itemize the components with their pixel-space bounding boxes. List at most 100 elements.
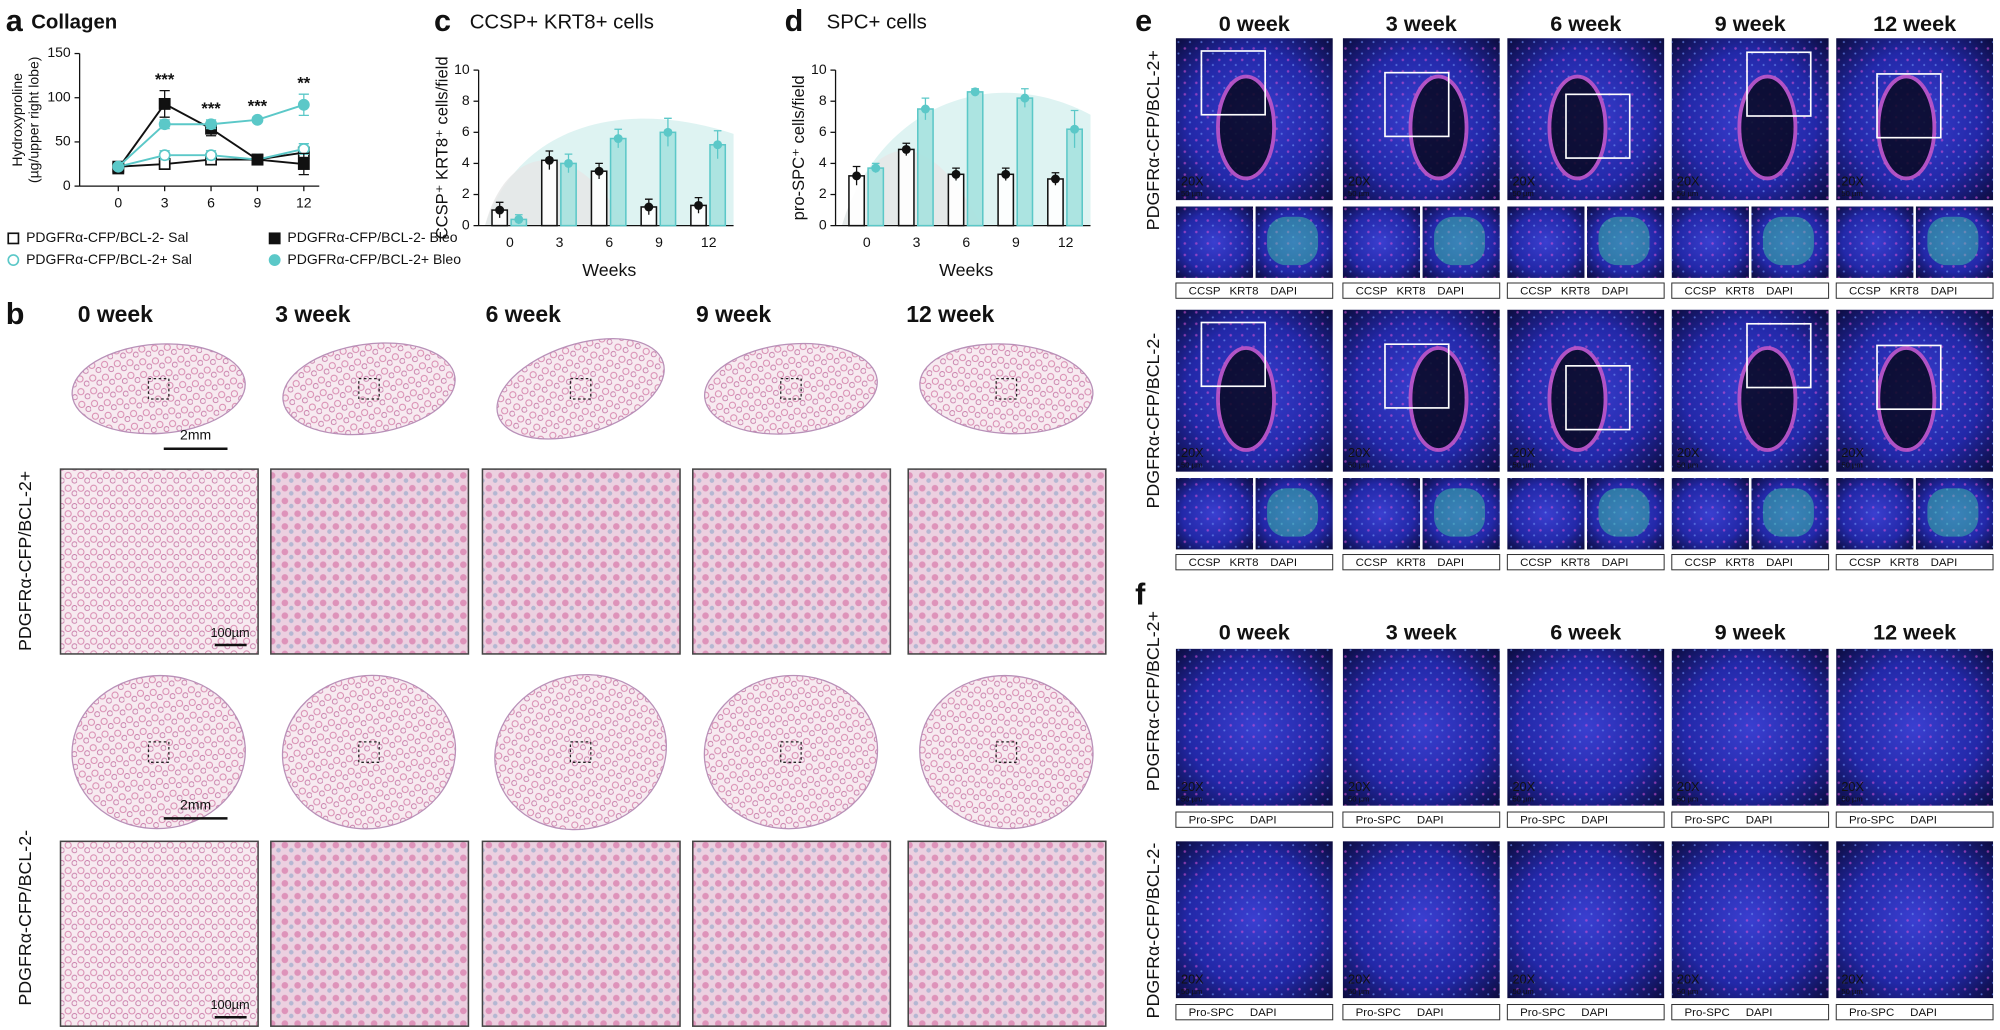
legend-marker xyxy=(7,254,20,266)
fluorescence-texture xyxy=(1175,478,1254,550)
airway xyxy=(1547,74,1608,181)
column-header: 12 week xyxy=(1873,11,1957,36)
panel-label: d xyxy=(785,4,804,38)
panel-label: e xyxy=(1135,4,1152,38)
stain-label: Pro-SPC xyxy=(1849,1007,1894,1019)
legend-marker xyxy=(7,232,20,245)
y-tick-label: 10 xyxy=(811,61,827,77)
stain-label-box xyxy=(1671,282,1830,299)
krt8-signal xyxy=(1434,488,1486,537)
magnification: 20X xyxy=(1677,445,1700,460)
stain-label-box xyxy=(1506,554,1665,571)
stain-label: DAPI xyxy=(1602,557,1629,569)
magnification: 20X xyxy=(1181,174,1204,189)
column-header: 6 week xyxy=(486,301,561,327)
roi-box xyxy=(358,377,380,400)
marker xyxy=(158,97,171,110)
column-header: 0 week xyxy=(78,301,153,327)
stain-label: Pro-SPC xyxy=(1189,1007,1234,1019)
column-header: 6 week xyxy=(1550,11,1622,36)
scale-label: 2mm xyxy=(180,796,211,812)
y-tick-label: 8 xyxy=(462,92,470,108)
bar xyxy=(609,137,627,227)
roi-box xyxy=(1746,51,1812,117)
scale-label: 50 µm xyxy=(1512,987,1533,996)
bar-point xyxy=(871,163,881,173)
scale-label: 50 µm xyxy=(1348,189,1369,198)
magnification: 20X xyxy=(1181,445,1204,460)
stain-label-box xyxy=(1175,1003,1334,1021)
stain-label: DAPI xyxy=(1910,1007,1937,1019)
y-axis-label: (µg/upper right lobe) xyxy=(26,57,42,184)
bar-point xyxy=(970,87,980,97)
krt8-signal xyxy=(1598,488,1650,537)
y-tick-label: 8 xyxy=(819,92,827,108)
fluorescence-texture xyxy=(1342,841,1500,999)
stain-label-box xyxy=(1835,554,1994,571)
fluorescence-texture xyxy=(1507,478,1585,550)
stain-label: DAPI xyxy=(1602,285,1629,297)
x-tick-label: 6 xyxy=(605,234,613,250)
stain-label-box xyxy=(1342,811,1501,828)
marker xyxy=(297,158,310,170)
stain-label: Pro-SPC xyxy=(1685,814,1730,826)
chart-title: Collagen xyxy=(31,11,117,33)
stain-label: KRT8 xyxy=(1561,285,1590,297)
krt8-signal xyxy=(1267,488,1319,537)
stain-label: CCSP xyxy=(1356,285,1388,297)
krt8-signal xyxy=(1927,488,1979,537)
x-tick-label: 3 xyxy=(161,195,169,211)
roi-box xyxy=(1200,321,1266,388)
roi-box xyxy=(1200,50,1266,116)
y-tick-label: 0 xyxy=(63,177,71,193)
legend-label: PDGFRα-CFP/BCL-2+ Bleo xyxy=(287,251,461,267)
stain-label: CCSP xyxy=(1849,285,1881,297)
stain-label: DAPI xyxy=(1270,285,1297,297)
y-tick-label: 50 xyxy=(55,133,71,149)
legend-marker xyxy=(268,254,281,266)
column-header: 3 week xyxy=(1386,11,1458,36)
stain-label: CCSP xyxy=(1520,557,1552,569)
roi-box xyxy=(1565,93,1631,159)
krt8-signal xyxy=(1762,216,1814,266)
scale-label: 50 µm xyxy=(1841,794,1862,803)
marker xyxy=(205,118,217,131)
stain-label: KRT8 xyxy=(1561,557,1590,569)
histology-image xyxy=(481,468,681,655)
krt8-signal xyxy=(1598,216,1650,266)
stain-label: CCSP xyxy=(1520,285,1552,297)
y-tick-label: 2 xyxy=(819,185,827,201)
chart-title: SPC+ cells xyxy=(827,11,927,33)
scale-label: 2mm xyxy=(180,427,211,443)
bar xyxy=(867,167,885,227)
scale-label: 50 µm xyxy=(1512,460,1533,469)
stain-label-box xyxy=(1342,282,1501,299)
stain-label-box xyxy=(1835,1003,1994,1021)
stain-label-box xyxy=(1506,282,1665,299)
stain-label: DAPI xyxy=(1931,557,1958,569)
histology-image xyxy=(59,468,259,655)
magnification: 20X xyxy=(1181,972,1204,987)
x-tick-label: 0 xyxy=(114,195,122,211)
fluorescence-texture xyxy=(1507,648,1665,806)
scale-label: 50 µm xyxy=(1841,460,1862,469)
bar xyxy=(966,91,984,227)
bar-point xyxy=(663,127,673,137)
x-tick-label: 12 xyxy=(1058,234,1074,250)
stain-label: CCSP xyxy=(1685,285,1717,297)
scale-label: 50 µm xyxy=(1677,460,1698,469)
stain-label-box xyxy=(1175,282,1334,299)
x-tick-label: 12 xyxy=(701,234,717,250)
stain-label-box xyxy=(1342,554,1501,571)
stain-label-box xyxy=(1175,554,1334,571)
stain-label: Pro-SPC xyxy=(1356,1007,1401,1019)
bar-point xyxy=(920,104,930,114)
panel-label: b xyxy=(6,297,25,331)
fluorescence-texture xyxy=(1507,206,1585,278)
stain-label: DAPI xyxy=(1766,285,1793,297)
x-tick-label: 6 xyxy=(962,234,970,250)
x-axis-label: Weeks xyxy=(582,260,636,280)
bar-point xyxy=(1001,169,1011,179)
histology-image xyxy=(270,468,470,655)
magnification: 20X xyxy=(1841,779,1864,794)
